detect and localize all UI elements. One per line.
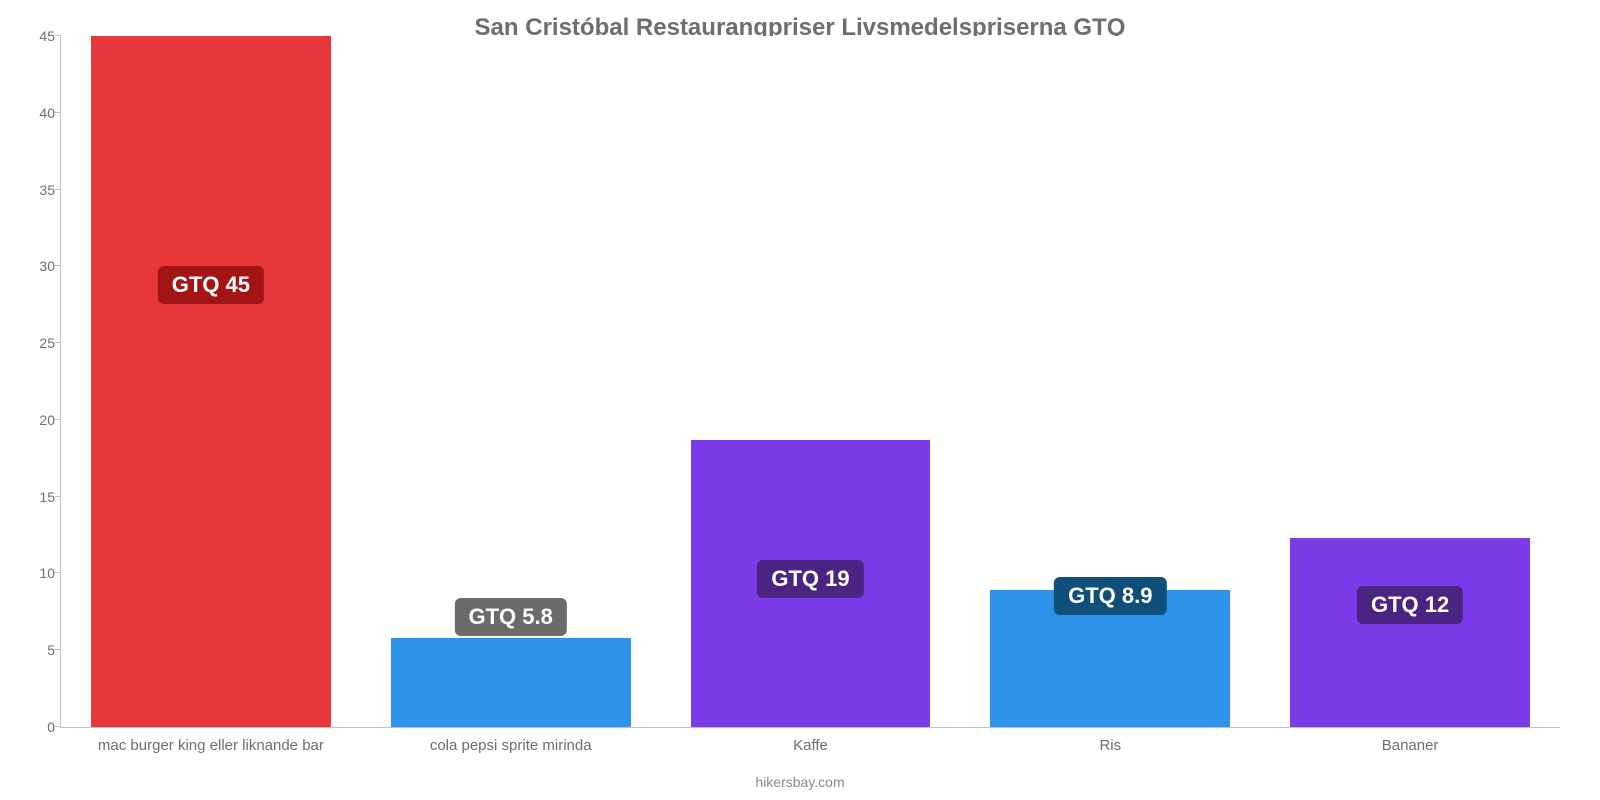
bar: GTQ 8.9 (990, 590, 1230, 727)
bar-value-label: GTQ 5.8 (455, 598, 567, 636)
bar-slot: GTQ 19Kaffe (661, 36, 961, 727)
y-tick-mark (55, 342, 61, 343)
y-tick-label: 40 (21, 105, 55, 121)
bar: GTQ 19 (691, 440, 931, 727)
y-tick-mark (55, 35, 61, 36)
y-tick-label: 35 (21, 182, 55, 198)
bar-slot: GTQ 5.8cola pepsi sprite mirinda (361, 36, 661, 727)
bar-value-label: GTQ 19 (757, 560, 863, 598)
y-tick-label: 5 (21, 642, 55, 658)
bar-value-label: GTQ 45 (158, 266, 264, 304)
y-tick-label: 15 (21, 489, 55, 505)
y-tick-label: 30 (21, 258, 55, 274)
y-tick-label: 10 (21, 565, 55, 581)
y-tick-mark (55, 726, 61, 727)
y-tick-mark (55, 189, 61, 190)
x-category-label: Kaffe (661, 737, 961, 754)
plot-area: GTQ 45mac burger king eller liknande bar… (60, 36, 1560, 728)
price-bar-chart: San Cristóbal Restaurangpriser Livsmedel… (0, 0, 1600, 800)
bar: GTQ 45 (91, 36, 331, 727)
x-category-label: Ris (960, 737, 1260, 754)
y-tick-mark (55, 496, 61, 497)
chart-footer: hikersbay.com (0, 774, 1600, 790)
bar: GTQ 12 (1290, 538, 1530, 727)
bar: GTQ 5.8 (391, 638, 631, 727)
bar-slot: GTQ 8.9Ris (960, 36, 1260, 727)
y-tick-label: 0 (21, 719, 55, 735)
y-tick-label: 20 (21, 412, 55, 428)
y-tick-mark (55, 265, 61, 266)
x-category-label: mac burger king eller liknande bar (61, 737, 361, 754)
bar-value-label: GTQ 8.9 (1054, 577, 1166, 615)
x-category-label: cola pepsi sprite mirinda (361, 737, 661, 754)
y-tick-mark (55, 419, 61, 420)
y-tick-mark (55, 112, 61, 113)
y-tick-mark (55, 649, 61, 650)
bars-group: GTQ 45mac burger king eller liknande bar… (61, 36, 1560, 727)
y-tick-label: 45 (21, 28, 55, 44)
bar-value-label: GTQ 12 (1357, 586, 1463, 624)
x-category-label: Bananer (1260, 737, 1560, 754)
bar-slot: GTQ 45mac burger king eller liknande bar (61, 36, 361, 727)
y-tick-label: 25 (21, 335, 55, 351)
bar-slot: GTQ 12Bananer (1260, 36, 1560, 727)
y-tick-mark (55, 572, 61, 573)
